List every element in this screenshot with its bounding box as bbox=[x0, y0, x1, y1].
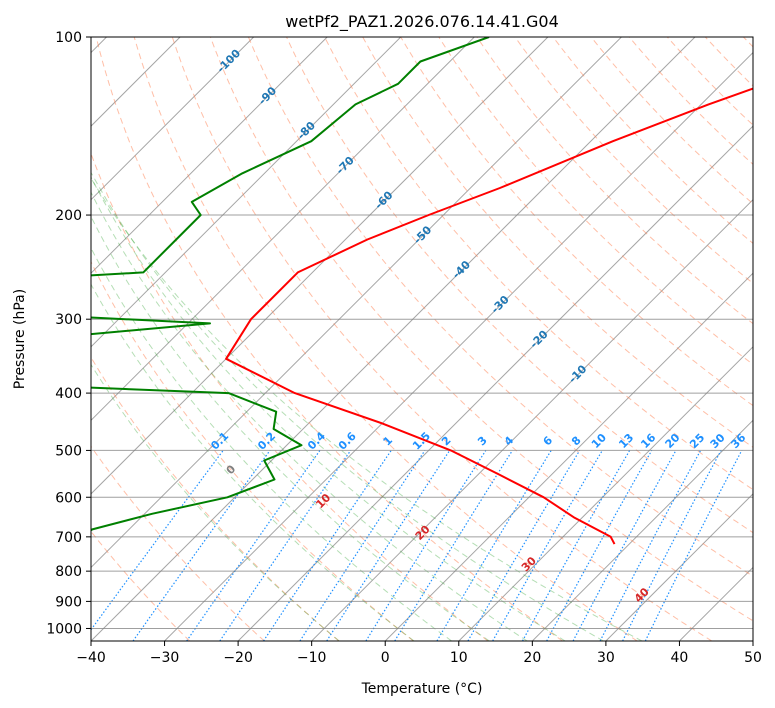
y-tick-label: 200 bbox=[55, 208, 82, 224]
y-tick-label: 1000 bbox=[46, 621, 82, 637]
x-tick-label: 50 bbox=[744, 650, 762, 666]
mixing-ratio-line bbox=[394, 450, 513, 641]
y-tick-label: 600 bbox=[55, 490, 82, 506]
isotherm-line bbox=[531, 419, 753, 641]
mixing-ratio-line bbox=[219, 450, 352, 641]
isotherm-line bbox=[164, 51, 753, 641]
isotherm-line bbox=[91, 37, 696, 641]
mixing-ratio-line bbox=[572, 450, 677, 641]
isotherm-line bbox=[91, 37, 255, 201]
x-tick-label: −40 bbox=[76, 650, 106, 666]
y-axis-ticks: 100 200 300 400 500 600 700 800 900 1000 bbox=[46, 30, 91, 637]
dry-adiabat-line bbox=[209, 37, 753, 622]
plot-frame bbox=[90, 36, 754, 642]
dry-adiabat-line bbox=[286, 37, 753, 534]
moist-adiabat-line bbox=[91, 176, 566, 641]
x-tick-label: 0 bbox=[381, 650, 390, 666]
y-tick-label: 300 bbox=[55, 312, 82, 328]
isotherm-line bbox=[91, 37, 549, 495]
isotherm-line bbox=[605, 493, 753, 641]
isotherm-line bbox=[384, 272, 753, 641]
x-tick-label: 20 bbox=[523, 650, 541, 666]
dry-adiabat-line bbox=[95, 37, 563, 641]
temperature-line bbox=[225, 87, 753, 545]
x-tick-label: −10 bbox=[297, 650, 327, 666]
mixing-ratio-line bbox=[599, 450, 702, 641]
x-tick-label: −20 bbox=[223, 650, 253, 666]
mixing-ratio-line bbox=[521, 450, 631, 641]
x-axis-ticks: −40 −30 −20 −10 0 10 20 30 40 50 bbox=[76, 641, 762, 666]
x-axis-label: Temperature (°C) bbox=[361, 681, 483, 697]
moist-adiabat-line bbox=[91, 171, 604, 641]
mixing-ratio-line bbox=[436, 450, 552, 641]
y-tick-label: 900 bbox=[55, 594, 82, 610]
dry-adiabat-line bbox=[91, 445, 265, 641]
isotherm-line bbox=[237, 125, 753, 641]
isotherm-line bbox=[91, 37, 475, 422]
x-tick-label: 10 bbox=[450, 650, 468, 666]
isotherm-line bbox=[91, 37, 622, 569]
moist-adiabat-line bbox=[91, 177, 643, 641]
dry-adiabat-line bbox=[247, 37, 753, 577]
dry-adiabat-line bbox=[133, 37, 638, 641]
isotherm-line bbox=[91, 37, 328, 274]
sounding-series bbox=[91, 37, 753, 545]
isotherm-line bbox=[91, 37, 402, 348]
mixing-ratio-line bbox=[263, 450, 392, 641]
moist-adiabat-line bbox=[91, 191, 528, 641]
y-tick-label: 800 bbox=[55, 564, 82, 580]
mixing-ratio-line bbox=[326, 450, 451, 641]
mixing-ratio-line bbox=[299, 450, 426, 641]
background-lines bbox=[91, 37, 753, 641]
mixing-ratio-line bbox=[132, 450, 271, 641]
dry-adiabat-line bbox=[171, 37, 713, 641]
dewpoint-line bbox=[91, 37, 490, 532]
y-axis-label: Pressure (hPa) bbox=[12, 289, 28, 389]
y-tick-label: 700 bbox=[55, 530, 82, 546]
dry-adiabat-line bbox=[324, 37, 753, 491]
dry-adiabat-line bbox=[91, 260, 414, 641]
isotherm-line bbox=[458, 346, 753, 641]
mixing-ratio-line bbox=[546, 450, 653, 641]
mixing-ratio-line bbox=[91, 450, 224, 631]
moist-adiabat-line bbox=[91, 215, 490, 641]
chart-title: wetPf2_PAZ1.2026.076.14.41.G04 bbox=[285, 12, 559, 32]
y-tick-label: 100 bbox=[55, 30, 82, 46]
x-tick-label: 30 bbox=[597, 650, 615, 666]
y-tick-label: 400 bbox=[55, 386, 82, 402]
dry-adiabat-line bbox=[514, 37, 753, 284]
x-tick-label: −30 bbox=[150, 650, 180, 666]
mixing-ratio-line bbox=[186, 450, 321, 641]
moist-adiabat-line bbox=[91, 246, 452, 641]
mixing-ratio-line bbox=[622, 450, 722, 641]
y-tick-label: 500 bbox=[55, 443, 82, 459]
moist-adiabat-line bbox=[91, 283, 415, 641]
mixing-ratio-line bbox=[365, 450, 487, 641]
mixing-ratio-line bbox=[644, 450, 743, 641]
x-tick-label: 40 bbox=[671, 650, 689, 666]
